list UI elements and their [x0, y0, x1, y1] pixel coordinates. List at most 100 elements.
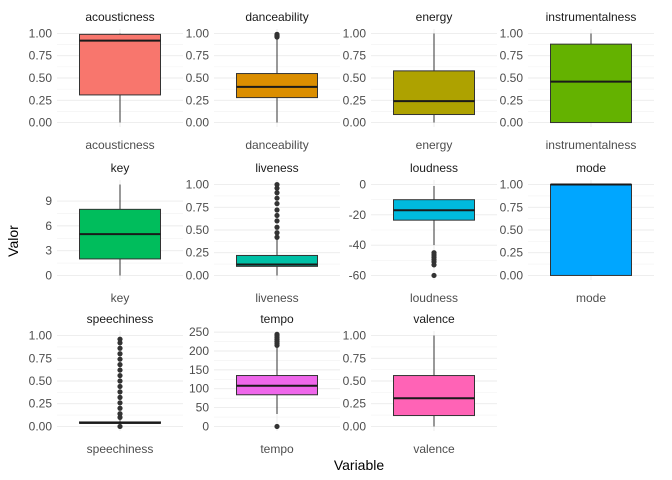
y-tick-label: 6	[45, 219, 52, 233]
outlier-point-speechiness	[117, 411, 123, 417]
facet-title-loudness: loudness	[410, 161, 458, 175]
facet-energy: energy 0.00 0.25 0.50 0.75 1.00 energy	[343, 10, 497, 152]
outlier-point-speechiness	[117, 336, 123, 342]
facet-instrumentalness: instrumentalness 0.00 0.25 0.50 0.75 1.00 inst…	[500, 10, 654, 152]
y-tick-label: 0.00	[29, 116, 53, 130]
facet-speechiness: speechiness 0.00 0.25 0.50 0.75 1.00 speechine…	[29, 312, 183, 456]
x-axis-title: Variable	[334, 457, 385, 473]
x-tick-label-acousticness: acousticness	[85, 138, 154, 152]
outlier-point-speechiness	[117, 372, 123, 379]
y-tick-label: 150	[189, 363, 209, 377]
y-tick-label: 0.50	[343, 71, 367, 85]
y-tick-label: 1.00	[29, 26, 53, 40]
y-tick-label: 1.00	[29, 329, 53, 343]
facet-title-speechiness: speechiness	[87, 312, 154, 326]
box-danceability	[236, 73, 318, 99]
y-tick-label: 0.25	[186, 246, 210, 260]
y-tick-label: 0.75	[343, 351, 367, 365]
y-tick-label: 1.00	[500, 26, 524, 40]
y-tick-label: 1.00	[186, 26, 210, 40]
box-mode	[550, 184, 632, 276]
outlier-point-speechiness	[117, 414, 123, 420]
y-tick-label: 0.00	[186, 268, 210, 282]
y-tick-label: 0.25	[186, 93, 210, 107]
y-tick-label: -60	[349, 268, 367, 282]
y-tick-label: 0.00	[500, 268, 524, 282]
outlier-point-liveness	[274, 207, 280, 213]
y-tick-label: 0.50	[29, 374, 53, 388]
y-tick-label: 0.25	[29, 93, 53, 107]
outlier-point-tempo	[274, 331, 280, 337]
y-tick-label: 0.25	[29, 397, 53, 411]
outlier-point-liveness	[274, 224, 280, 230]
outlier-point-speechiness	[117, 405, 123, 411]
y-tick-label: 250	[189, 325, 209, 339]
outlier-point-speechiness	[117, 394, 123, 400]
facet-title-mode: mode	[576, 161, 606, 175]
outlier-point-loudness	[431, 272, 437, 279]
outlier-point-danceability	[274, 31, 280, 37]
outlier-point-speechiness	[117, 423, 123, 430]
box-liveness	[236, 254, 318, 267]
box-instrumentalness	[550, 43, 632, 124]
outlier-point-liveness	[274, 234, 280, 240]
y-tick-label: 0.00	[29, 419, 53, 433]
box-valence	[393, 375, 475, 417]
y-tick-label: 0.50	[186, 71, 210, 85]
y-tick-label: 50	[196, 401, 210, 415]
x-tick-label-key: key	[111, 291, 130, 305]
facet-danceability: danceability 0.00 0.25 0.50 0.75 1.00 danceabi…	[186, 10, 340, 152]
y-tick-label: 0.25	[343, 397, 367, 411]
outlier-point-liveness	[274, 201, 280, 207]
y-tick-label: 0.25	[343, 93, 367, 107]
y-tick-label: 9	[45, 194, 52, 208]
outlier-point-speechiness	[117, 389, 123, 395]
box-acousticness	[79, 33, 161, 96]
y-tick-label: -40	[349, 238, 367, 252]
y-tick-label: 1.00	[343, 329, 367, 343]
facet-title-energy: energy	[416, 10, 453, 24]
outlier-point-liveness	[274, 190, 280, 196]
y-tick-label: 0.75	[29, 351, 53, 365]
y-tick-label: 100	[189, 382, 209, 396]
y-tick-label: 0.75	[343, 49, 367, 63]
outlier-point-speechiness	[117, 378, 123, 384]
y-tick-label: 0.50	[500, 223, 524, 237]
facet-tempo: tempo 0 50 100 150 200 250 tempo	[189, 312, 340, 456]
outlier-point-liveness	[274, 212, 280, 219]
outlier-point-liveness	[274, 195, 280, 201]
y-tick-label: 0.75	[186, 200, 210, 214]
facet-title-tempo: tempo	[260, 312, 294, 326]
outlier-point-speechiness	[117, 400, 123, 406]
outlier-point-liveness	[274, 181, 280, 188]
x-tick-label-mode: mode	[576, 291, 606, 305]
outlier-point-loudness	[431, 262, 437, 268]
facet-title-valence: valence	[413, 312, 455, 326]
y-tick-label: 0.75	[29, 49, 53, 63]
y-tick-label: 0.25	[500, 93, 524, 107]
y-tick-label: 0	[359, 178, 366, 192]
y-tick-label: 0	[202, 419, 209, 433]
outlier-point-liveness	[274, 185, 280, 191]
facet-title-key: key	[111, 161, 130, 175]
x-tick-label-energy: energy	[416, 138, 453, 152]
y-tick-label: 0.25	[500, 246, 524, 260]
y-tick-label: 0	[45, 268, 52, 282]
outlier-point-speechiness	[117, 345, 123, 351]
y-tick-label: 1.00	[343, 26, 367, 40]
y-tick-label: 1.00	[186, 178, 210, 192]
outlier-point-speechiness	[117, 362, 123, 368]
y-tick-label: 0.00	[186, 116, 210, 130]
y-tick-label: 0.00	[343, 116, 367, 130]
y-tick-label: 0.00	[343, 419, 367, 433]
y-tick-label: 0.50	[29, 71, 53, 85]
y-tick-label: 0.75	[500, 200, 524, 214]
y-axis-title: Valor	[5, 225, 21, 257]
facet-panels: acousticness 0.00 0.25 0.50 0.75 1.00 acoustic…	[29, 10, 654, 456]
y-tick-label: -20	[349, 208, 367, 222]
facet-loudness: loudness -60 -40 -20 0 loudness	[349, 161, 497, 305]
y-tick-label: 0.00	[500, 116, 524, 130]
y-tick-label: 3	[45, 244, 52, 258]
outlier-point-speechiness	[117, 351, 123, 357]
